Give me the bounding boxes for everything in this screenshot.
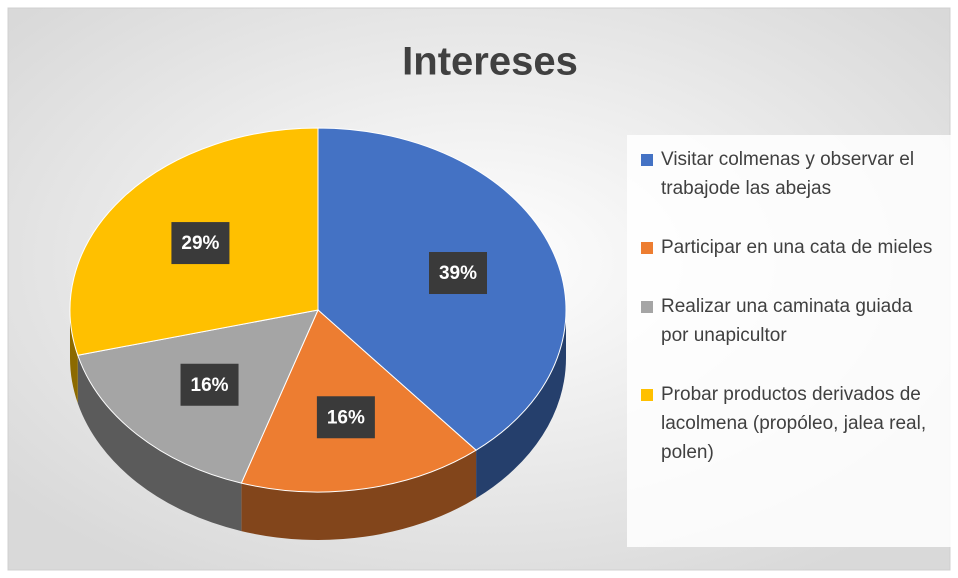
chart-title: Intereses [402,40,578,84]
data-label: 16% [327,407,365,428]
legend-label: Visitar colmenas y observar el trabajode… [661,149,915,199]
slice-side [241,450,477,540]
data-label-box [180,363,239,406]
data-label: 39% [439,263,477,284]
data-label: 29% [181,233,219,254]
legend-item: Participar en una cata de mieles [641,233,939,262]
legend-swatch [641,301,653,313]
legend-label: Probar productos derivados de lacolmena … [661,384,927,463]
data-label-box [171,222,230,265]
legend-swatch [641,154,653,166]
data-label-box [316,396,375,439]
legend-item: Visitar colmenas y observar el trabajode… [641,145,939,203]
slice-side [476,310,566,499]
legend: Visitar colmenas y observar el trabajode… [627,135,953,547]
slice-side [77,355,242,532]
legend-item: Realizar una caminata guiada por unapicu… [641,292,939,350]
legend-item: Probar productos derivados de lacolmena … [641,380,939,467]
data-label-box [429,252,488,295]
legend-swatch [641,389,653,401]
data-label: 16% [191,375,229,396]
legend-swatch [641,242,653,254]
legend-label: Realizar una caminata guiada por unapicu… [661,296,913,346]
legend-label: Participar en una cata de mieles [661,237,933,258]
